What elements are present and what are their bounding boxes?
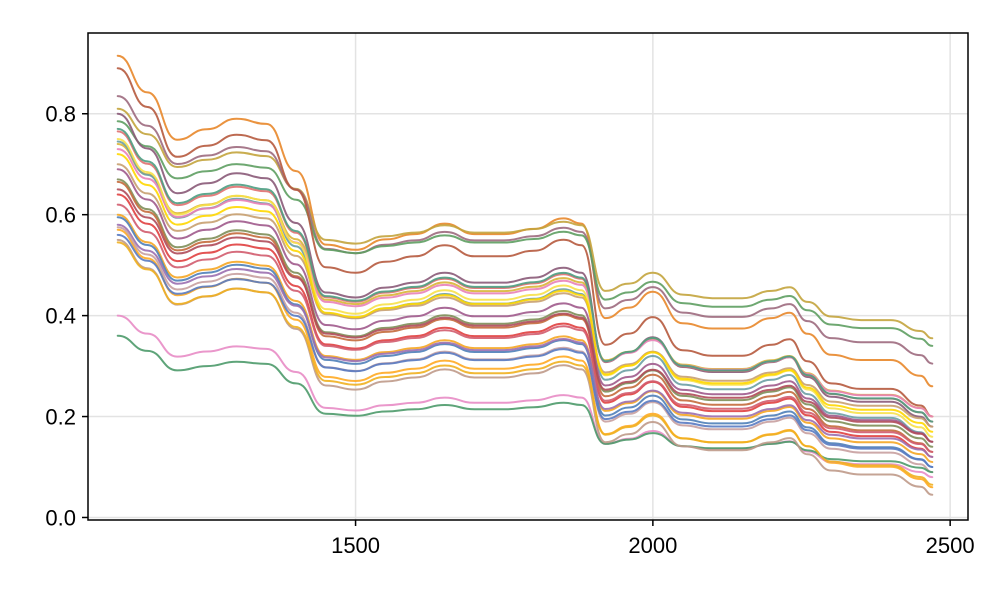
series-line-28 — [116, 334, 934, 474]
series-line-26 — [116, 233, 934, 468]
series-line-27 — [116, 314, 934, 479]
grid-lines — [88, 33, 968, 520]
x-tick-label: 1500 — [331, 533, 380, 558]
y-tick-label: 0.4 — [45, 304, 76, 329]
x-tick-label: 2000 — [628, 533, 677, 558]
series-line-11 — [116, 127, 934, 423]
axis-ticks: 1500 2000 2500 0.0 0.2 0.4 0.6 0.8 — [45, 102, 974, 558]
series-line-25 — [116, 226, 934, 474]
y-tick-label: 0.2 — [45, 405, 76, 430]
series-line-22 — [116, 216, 934, 468]
series-line-19 — [116, 193, 934, 458]
series-line-13 — [116, 163, 934, 428]
series-line-1 — [116, 54, 934, 388]
series-line-18 — [116, 188, 934, 443]
series-line-15 — [116, 153, 934, 433]
series-line-4 — [116, 120, 934, 347]
series-line-5 — [116, 67, 934, 418]
series-line-30 — [116, 241, 934, 486]
series-line-21 — [116, 213, 934, 463]
series-line-3 — [116, 95, 934, 365]
series-line-14 — [116, 168, 934, 443]
y-tick-label: 0.8 — [45, 102, 76, 127]
series-line-17 — [116, 180, 934, 453]
series-line-16 — [116, 178, 934, 448]
series-lines — [116, 54, 934, 496]
y-tick-label: 0.0 — [45, 505, 76, 530]
x-tick-label: 2500 — [926, 533, 975, 558]
y-tick-label: 0.6 — [45, 203, 76, 228]
series-line-6 — [116, 112, 934, 428]
series-line-12 — [116, 138, 934, 438]
series-line-2 — [116, 107, 934, 340]
series-line-20 — [116, 203, 934, 453]
series-line-10 — [116, 148, 934, 418]
series-line-23 — [116, 223, 934, 458]
plot-frame — [87, 32, 969, 521]
